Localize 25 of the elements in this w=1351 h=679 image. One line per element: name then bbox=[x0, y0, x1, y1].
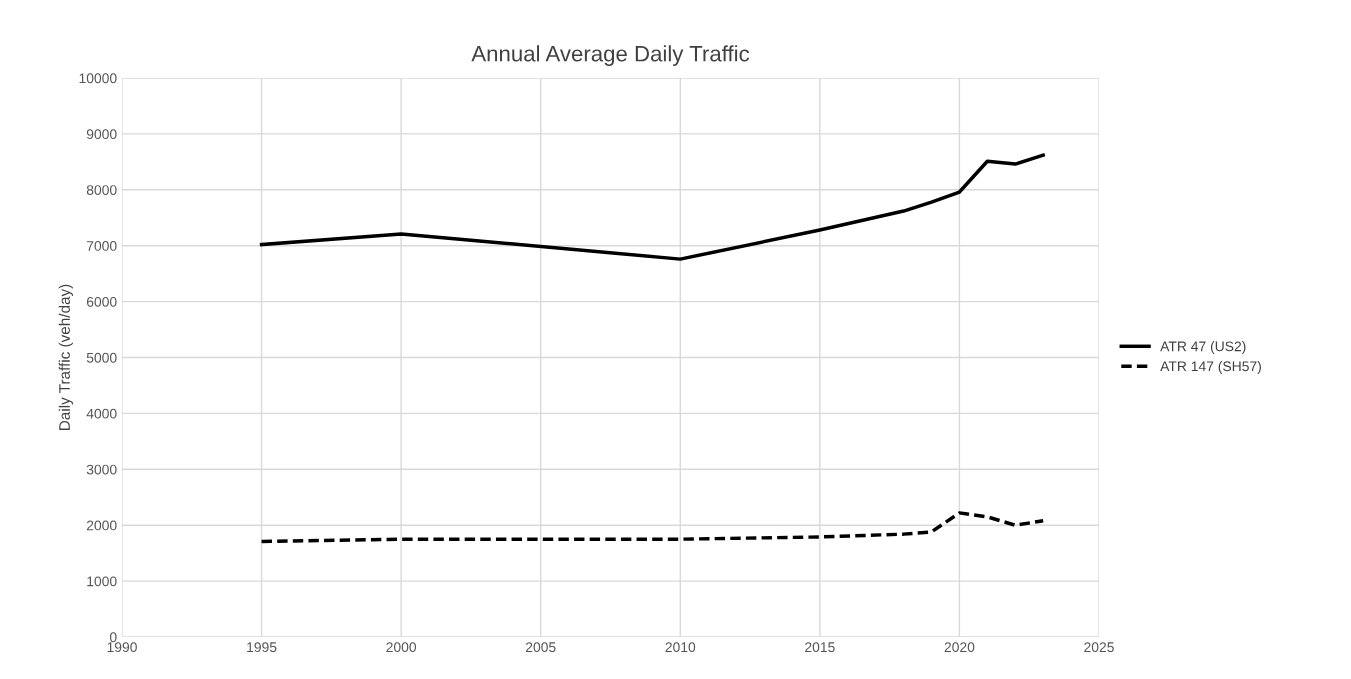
y-tick-label: 5000 bbox=[86, 352, 117, 363]
x-tick-label: 2010 bbox=[665, 642, 696, 653]
legend-label: ATR 147 (SH57) bbox=[1160, 360, 1261, 374]
y-axis-title: Daily Traffic (veh/day) bbox=[58, 284, 73, 430]
y-tick-label: 10000 bbox=[79, 73, 117, 84]
y-tick-label: 3000 bbox=[86, 464, 117, 475]
line-series bbox=[259, 511, 1045, 544]
x-tick-label: 2005 bbox=[525, 642, 556, 653]
x-tick-label: 2015 bbox=[805, 642, 835, 653]
x-tick-label: 2000 bbox=[386, 642, 417, 653]
y-tick-label: 6000 bbox=[86, 296, 117, 307]
y-tick-label: 2000 bbox=[86, 520, 117, 531]
y-tick-label: 9000 bbox=[86, 129, 117, 140]
x-tick-label: 1990 bbox=[107, 642, 137, 653]
y-tick-label: 4000 bbox=[86, 408, 117, 419]
x-tick-label: 2020 bbox=[944, 642, 975, 653]
y-tick-label: 7000 bbox=[86, 241, 117, 251]
x-tick-label: 2025 bbox=[1084, 642, 1114, 653]
legend-label: ATR 47 (US2) bbox=[1160, 341, 1246, 355]
chart-title: Annual Average Daily Traffic bbox=[471, 45, 750, 66]
line-series bbox=[259, 153, 1045, 261]
y-tick-label: 8000 bbox=[86, 185, 117, 195]
y-tick-label: 0 bbox=[109, 632, 117, 643]
y-tick-label: 1000 bbox=[87, 576, 117, 587]
x-tick-label: 1995 bbox=[247, 642, 277, 653]
